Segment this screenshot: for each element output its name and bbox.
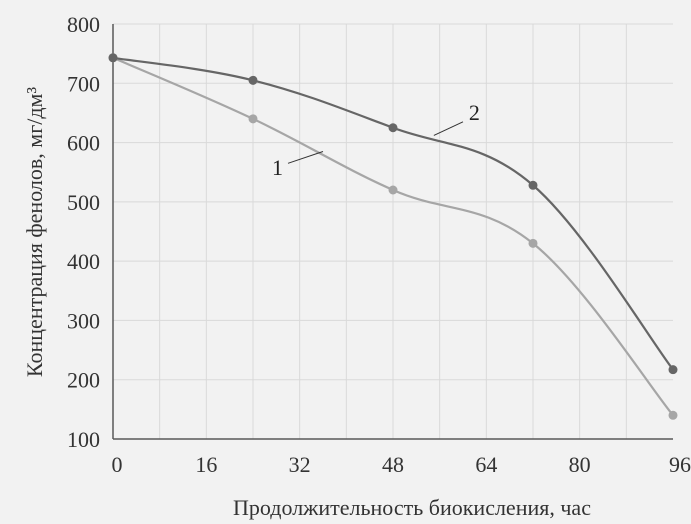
y-tick-label: 500 — [67, 190, 100, 215]
x-tick-label: 64 — [475, 452, 497, 477]
grid — [113, 23, 673, 439]
data-point-series-2 — [248, 75, 258, 85]
y-tick-label: 100 — [67, 427, 100, 452]
x-tick-label: 0 — [112, 452, 123, 477]
curve-label-leader-2 — [433, 121, 464, 136]
data-point-series-1 — [248, 114, 258, 124]
y-tick-label: 700 — [67, 71, 100, 96]
y-tick-label: 200 — [67, 368, 100, 393]
curve-label-2: 2 — [469, 100, 480, 125]
data-point-series-1 — [668, 410, 678, 420]
y-axis-title: Концентрация фенолов, мг/дм³ — [22, 87, 47, 378]
y-tick-label: 800 — [67, 12, 100, 37]
data-point-series-2 — [388, 123, 398, 133]
curve-label-1: 1 — [272, 155, 283, 180]
data-point-series-2 — [528, 180, 538, 190]
series-group: 12 — [108, 53, 678, 420]
data-point-series-2 — [668, 365, 678, 375]
data-point-series-2 — [108, 53, 118, 63]
data-point-series-1 — [528, 238, 538, 248]
x-tick-label: 16 — [195, 452, 217, 477]
y-tick-label: 600 — [67, 131, 100, 156]
x-tick-label: 48 — [382, 452, 404, 477]
axes — [112, 24, 673, 440]
y-tick-label: 400 — [67, 249, 100, 274]
x-tick-label: 32 — [289, 452, 311, 477]
series-line-2 — [112, 56, 674, 371]
data-point-series-1 — [388, 185, 398, 195]
y-tick-label: 300 — [67, 308, 100, 333]
tick-labels: 0 16 32 48 64 80 96 100 200 300 400 500 600 700 800 — [67, 12, 691, 477]
x-tick-label: 96 — [669, 452, 691, 477]
x-axis-title: Продолжительность биокисления, час — [233, 495, 591, 520]
x-tick-label: 80 — [569, 452, 591, 477]
curve-label-leader-1 — [287, 150, 324, 164]
